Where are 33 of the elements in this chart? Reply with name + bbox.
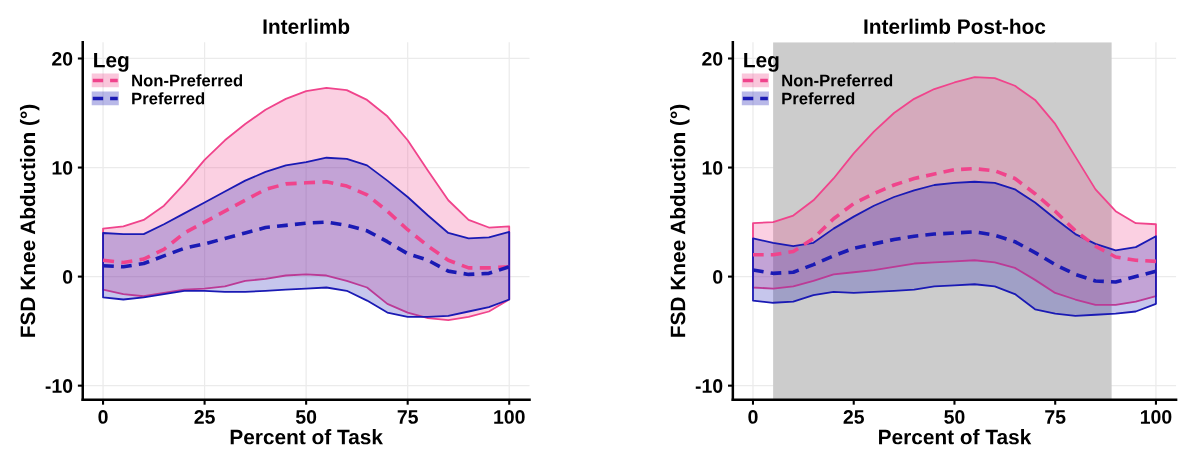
- line-series: [751, 166, 1158, 264]
- y-tick-label: 20: [52, 51, 73, 66]
- legend-title: Leg: [744, 52, 779, 72]
- y-tick-label: -10: [45, 379, 73, 393]
- x-tick-label: 0: [98, 410, 108, 424]
- x-tick-label: 75: [397, 410, 418, 424]
- x-tick-label: 100: [1140, 410, 1172, 424]
- x-tick-label: 25: [843, 410, 864, 424]
- legend-label: Non-Preferred: [782, 74, 893, 87]
- y-axis-title: FSD Knee Abduction (°): [19, 104, 40, 337]
- line-series: [101, 220, 512, 277]
- legend-title: Leg: [94, 52, 129, 72]
- line-series: [751, 230, 1158, 284]
- chart-title: Interlimb Post-hoc: [864, 18, 1046, 35]
- legend-label: Preferred: [132, 92, 205, 105]
- x-tick-label: 25: [194, 410, 215, 424]
- y-tick-label: 0: [62, 270, 73, 284]
- x-axis-title: Percent of Task: [230, 429, 383, 445]
- chart-title: Interlimb: [263, 18, 350, 35]
- y-tick-label: 10: [52, 161, 73, 175]
- x-tick-label: 0: [748, 410, 758, 424]
- x-tick-label: 100: [494, 410, 525, 424]
- y-tick-label: -10: [695, 379, 723, 393]
- x-tick-label: 50: [295, 410, 317, 424]
- legend-label: Non-Preferred: [132, 74, 243, 87]
- x-axis-title: Percent of Task: [879, 429, 1032, 445]
- x-tick-label: 50: [944, 410, 965, 424]
- legend-label: Preferred: [782, 92, 855, 105]
- y-tick-label: 0: [713, 270, 723, 284]
- y-tick-label: 10: [702, 161, 723, 175]
- x-tick-label: 75: [1045, 410, 1066, 424]
- y-axis-title: FSD Knee Abduction (°): [670, 104, 690, 337]
- y-tick-label: 20: [702, 51, 723, 66]
